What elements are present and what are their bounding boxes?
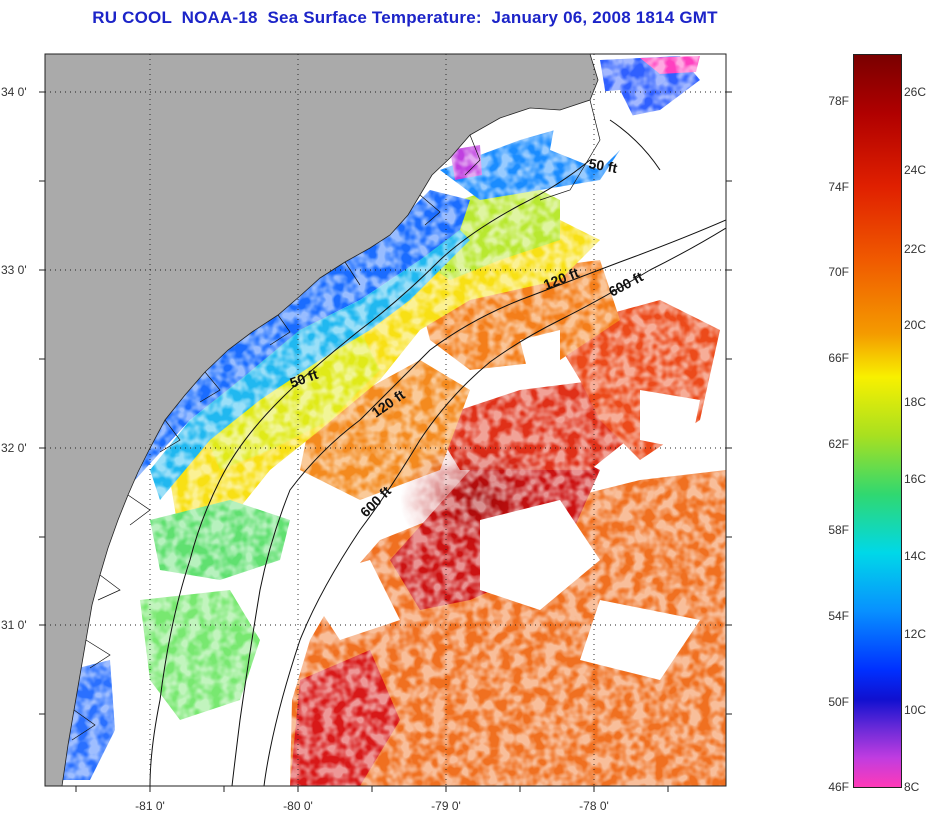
graticule xyxy=(45,54,726,786)
colorbar-f-58: 58F xyxy=(828,523,849,537)
map-frame xyxy=(44,53,727,787)
colorbar-c-12: 12C xyxy=(904,627,927,641)
isobath-50ft xyxy=(149,119,661,786)
lat-label-34: 34 0' xyxy=(1,85,27,99)
colorbar-c-16: 16C xyxy=(904,472,927,486)
axis-ticks xyxy=(39,91,732,792)
colorbar-f-46: 46F xyxy=(828,780,849,794)
lon-label-80: -80 0' xyxy=(283,799,313,813)
temperature-colorbar xyxy=(853,54,902,788)
map-area: 50 ft 120 ft 600 ft 50 ft 120 ft 600 ft xyxy=(45,54,726,786)
colorbar-c-20: 20C xyxy=(904,318,927,332)
colorbar-c-24: 24C xyxy=(904,163,927,177)
isobath-120ft xyxy=(231,219,726,786)
colorbar-c-14: 14C xyxy=(904,549,927,563)
isobath-contours xyxy=(149,119,726,786)
colorbar-f-66: 66F xyxy=(828,351,849,365)
lon-label-78: -78 0' xyxy=(579,799,609,813)
cloud-patches xyxy=(300,90,726,680)
lat-label-32: 32 0' xyxy=(1,441,27,455)
colorbar-c-26: 26C xyxy=(904,85,927,99)
lat-label-31: 31 0' xyxy=(1,618,27,632)
colorbar-c-8: 8C xyxy=(904,780,920,794)
colorbar-f-74: 74F xyxy=(828,180,849,194)
isobath-label-50ft-north: 50 ft xyxy=(587,155,618,176)
colorbar-c-18: 18C xyxy=(904,395,927,409)
isobath-600ft xyxy=(263,227,726,786)
colorbar-f-78: 78F xyxy=(828,94,849,108)
colorbar-f-54: 54F xyxy=(828,609,849,623)
colorbar-f-70: 70F xyxy=(828,265,849,279)
lon-label-81: -81 0' xyxy=(135,799,165,813)
lon-label-79: -79 0' xyxy=(431,799,461,813)
colorbar-f-62: 62F xyxy=(828,437,849,451)
colorbar-f-50: 50F xyxy=(828,695,849,709)
colorbar-c-10: 10C xyxy=(904,703,927,717)
lat-label-33: 33 0' xyxy=(1,263,27,277)
colorbar-c-22: 22C xyxy=(904,242,927,256)
map-title: RU COOL NOAA-18 Sea Surface Temperature:… xyxy=(92,8,718,27)
